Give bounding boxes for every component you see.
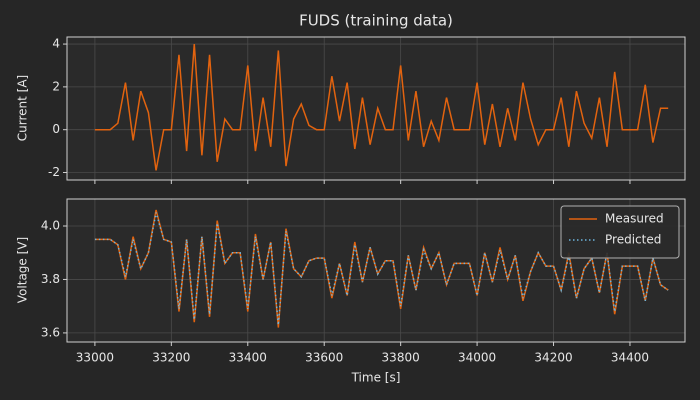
x-tick-label: 33800 <box>382 351 420 365</box>
x-tick-label: 34400 <box>611 351 649 365</box>
y-tick-label: 2 <box>52 79 60 93</box>
x-tick-label: 33200 <box>152 351 190 365</box>
legend-label: Measured <box>605 212 664 226</box>
axes-frame <box>66 198 686 343</box>
chart-title: FUDS (training data) <box>299 12 453 30</box>
plot-area <box>67 37 685 180</box>
axes-frame <box>66 36 686 181</box>
y-tick-label: 4.0 <box>41 218 60 232</box>
legend-label: Predicted <box>605 233 661 247</box>
x-tick-label: 34200 <box>534 351 572 365</box>
y-tick-label: -2 <box>48 165 60 179</box>
y-tick-label: 3.6 <box>41 325 60 339</box>
x-tick-label: 33000 <box>76 351 114 365</box>
y-tick-label: 4 <box>52 37 60 51</box>
y-tick-label: 3.8 <box>41 272 60 286</box>
y-axis-label: Voltage [V] <box>16 237 30 303</box>
x-tick-label: 33400 <box>229 351 267 365</box>
x-tick-label: 33600 <box>305 351 343 365</box>
y-axis-label: Current [A] <box>16 75 30 141</box>
series-line <box>94 44 669 171</box>
y-tick-label: 0 <box>52 122 60 136</box>
x-tick-label: 34000 <box>458 351 496 365</box>
x-axis-label: Time [s] <box>351 371 401 385</box>
